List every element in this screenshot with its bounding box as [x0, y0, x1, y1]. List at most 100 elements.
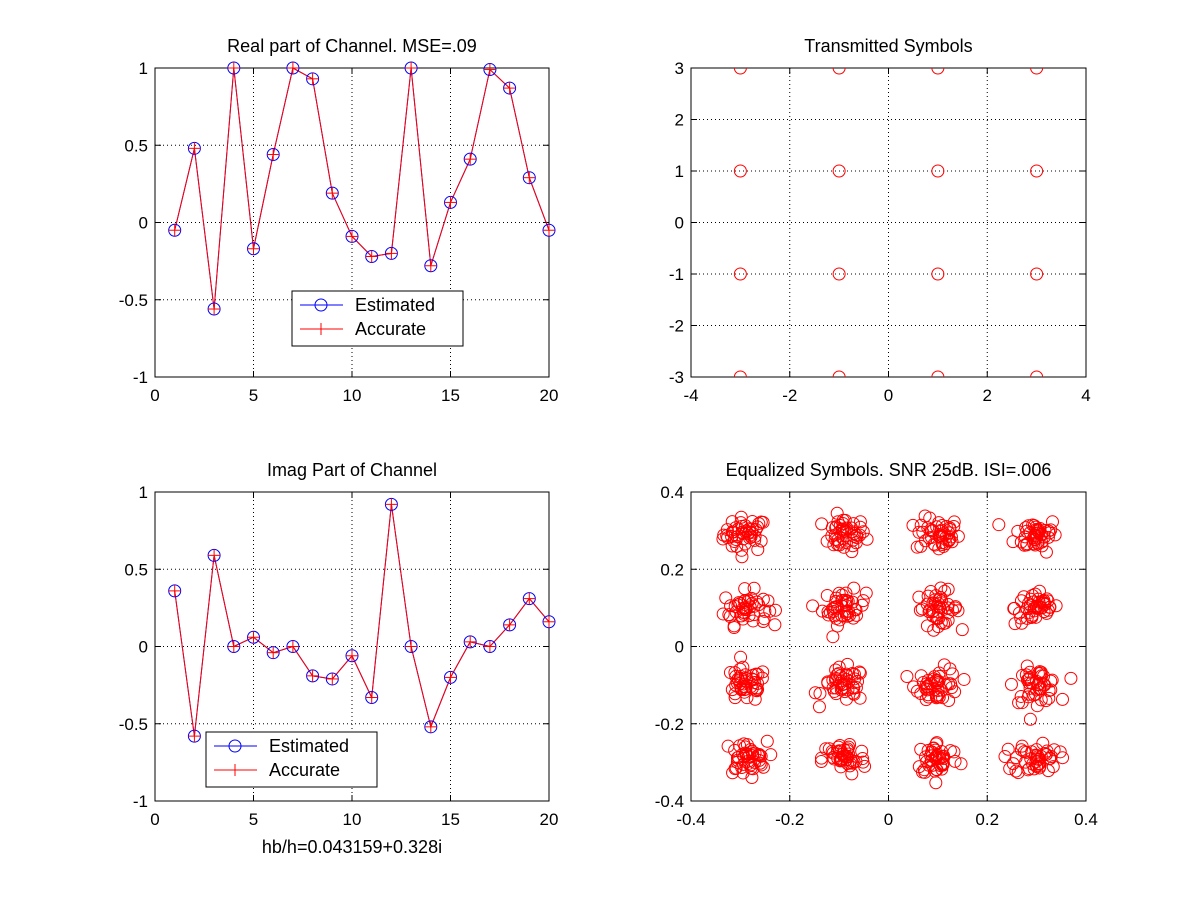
equalized-point — [954, 757, 968, 771]
y-tick-label: -0.4 — [655, 792, 684, 811]
equalized-point — [853, 520, 867, 534]
symbol-point — [931, 68, 945, 75]
equalized-point — [843, 759, 857, 773]
y-tick-label: 3 — [675, 59, 684, 78]
equalized-point — [736, 532, 750, 546]
equalized-point — [839, 598, 853, 612]
y-tick-label: 1 — [139, 59, 148, 78]
equalized-point — [920, 754, 934, 768]
x-tick-label: -2 — [782, 386, 797, 405]
subplot-1: 0 5 10 15 20 -1 -0.5 0 0.5 1 Real part of Channel.… — [119, 36, 559, 405]
equalized-point — [1034, 665, 1048, 679]
equalized-point — [728, 691, 742, 705]
equalized-point — [735, 550, 749, 564]
y-tick-label: 0 — [675, 638, 684, 657]
equalized-point — [929, 689, 943, 703]
data-point-accurate — [326, 187, 339, 200]
equalized-point — [930, 736, 944, 750]
equalized-point — [716, 607, 730, 621]
chart-title: Imag Part of Channel — [267, 460, 437, 480]
equalized-point — [720, 529, 734, 543]
symbol-point — [1030, 370, 1044, 377]
equalized-point — [756, 615, 770, 629]
equalized-point — [754, 749, 768, 763]
data-point-accurate — [405, 62, 418, 74]
symbol-point — [1030, 267, 1044, 281]
equalized-point — [731, 672, 745, 686]
symbol-point — [832, 68, 846, 75]
data-point-accurate — [523, 592, 536, 605]
y-tick-label: 0.2 — [660, 560, 684, 579]
equalized-point — [948, 754, 962, 768]
equalized-point — [934, 523, 948, 537]
equalized-point — [813, 687, 827, 701]
equalized-point — [840, 521, 854, 535]
equalized-point — [1009, 764, 1023, 778]
equalized-point — [919, 750, 933, 764]
data-point-accurate — [444, 196, 457, 209]
equalized-point — [760, 734, 774, 748]
x-tick-label: 15 — [441, 386, 460, 405]
equalized-point — [1033, 759, 1047, 773]
equalized-point — [756, 515, 770, 529]
data-point-accurate — [424, 259, 437, 272]
equalized-point — [848, 602, 862, 616]
equalized-point — [721, 739, 735, 753]
y-tick-label: -0.2 — [655, 715, 684, 734]
legend-label: Accurate — [355, 319, 426, 339]
x-tick-label: 0.4 — [1074, 810, 1098, 829]
equalized-point — [934, 581, 948, 595]
equalized-point — [755, 671, 769, 685]
symbol-point — [832, 164, 846, 178]
equalized-point — [941, 606, 955, 620]
equalized-point — [737, 607, 751, 621]
equalized-point — [1017, 745, 1031, 759]
data-point-accurate — [464, 153, 477, 166]
equalized-point — [928, 751, 942, 765]
equalized-point — [744, 758, 758, 772]
equalized-point — [1021, 690, 1035, 704]
equalized-point — [1015, 616, 1029, 630]
equalized-point — [833, 613, 847, 627]
equalized-point — [719, 591, 733, 605]
data-point-accurate — [424, 720, 437, 733]
equalized-point — [1039, 545, 1053, 559]
equalized-point — [845, 666, 859, 680]
equalized-point — [855, 744, 869, 758]
equalized-point — [941, 582, 955, 596]
equalized-point — [1037, 669, 1051, 683]
equalized-point — [1007, 602, 1021, 616]
equalized-point — [916, 525, 930, 539]
equalized-point — [1004, 677, 1018, 691]
equalized-point — [806, 599, 820, 613]
equalized-point — [840, 604, 854, 618]
equalized-point — [728, 743, 742, 757]
equalized-point — [938, 584, 952, 598]
data-point-accurate — [385, 247, 398, 260]
x-axis-label: hb/h=0.043159+0.328i — [262, 837, 442, 857]
equalized-point — [742, 609, 756, 623]
symbol-point — [1030, 68, 1044, 75]
y-tick-label: -3 — [669, 368, 684, 387]
equalized-point — [739, 682, 753, 696]
equalized-point — [1042, 683, 1056, 697]
equalized-point — [735, 760, 749, 774]
equalized-point — [827, 538, 841, 552]
equalized-point — [1041, 530, 1055, 544]
equalized-point — [1030, 523, 1044, 537]
data-point-accurate — [208, 549, 221, 562]
scatter-points — [733, 68, 1044, 377]
equalized-point — [945, 681, 959, 695]
equalized-point — [910, 684, 924, 698]
equalized-point — [937, 658, 951, 672]
y-tick-label: -1 — [133, 792, 148, 811]
equalized-point — [740, 672, 754, 686]
equalized-point — [941, 601, 955, 615]
data-point-accurate — [188, 142, 201, 155]
legend-marker-circle — [314, 298, 328, 312]
equalized-point — [913, 603, 927, 617]
symbol-point — [733, 267, 747, 281]
equalized-point — [943, 532, 957, 546]
equalized-point — [1041, 764, 1055, 778]
